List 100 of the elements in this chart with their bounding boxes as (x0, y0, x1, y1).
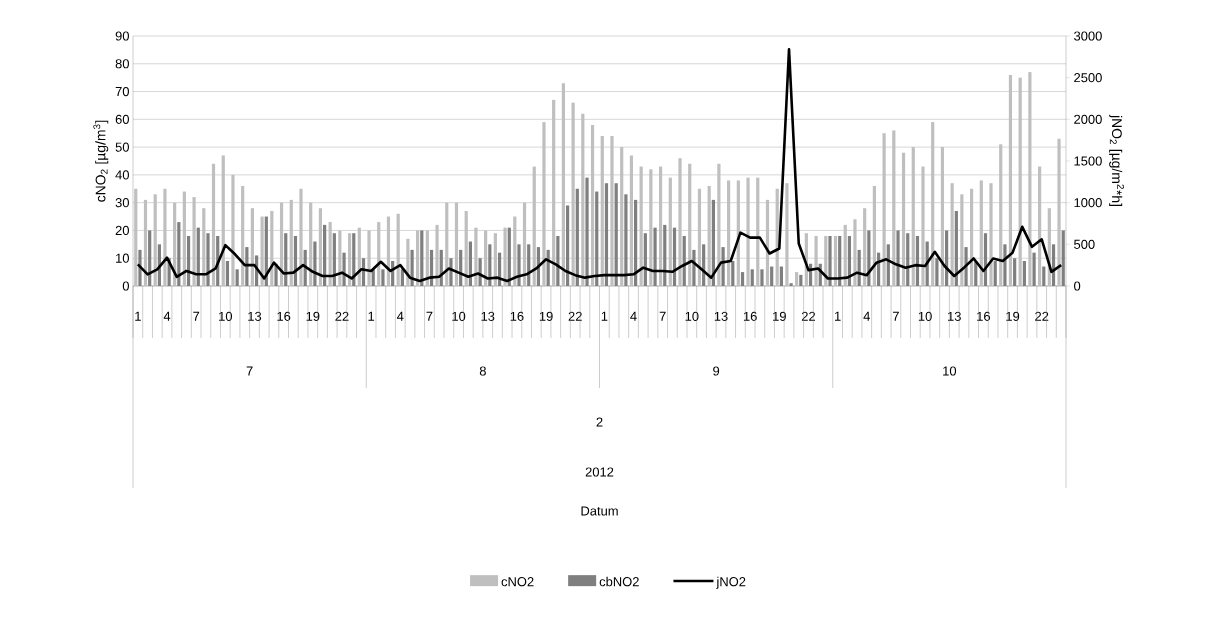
x-tick-label: 16 (510, 311, 524, 321)
bar (921, 166, 925, 286)
x-tick-label: 19 (773, 311, 786, 321)
text: 10 (943, 366, 957, 376)
bar (610, 135, 614, 286)
bar (911, 147, 915, 286)
x-tick-label: 7 (426, 311, 433, 321)
bar (639, 166, 643, 286)
bar (979, 180, 983, 286)
y2-tick-label: 1000 (1074, 198, 1102, 208)
x-tick-label: 7 (193, 311, 200, 321)
text: Datum (581, 506, 618, 516)
x-tick-label: 7 (659, 311, 666, 321)
bar (425, 230, 429, 286)
bar (153, 194, 157, 286)
bar (1038, 166, 1042, 286)
bar (561, 83, 565, 286)
y-tick-label: 0 (122, 281, 129, 291)
y-tick-label: 40 (115, 170, 129, 180)
y-tick-label: 60 (115, 114, 129, 124)
bar (211, 163, 216, 286)
bar (756, 177, 760, 286)
bar (309, 202, 313, 286)
text: 2 (596, 417, 603, 427)
bar (474, 227, 478, 286)
bar (493, 233, 497, 286)
bar (892, 130, 896, 286)
bar (202, 208, 206, 286)
text: 8 (479, 366, 486, 376)
y-tick-label: 30 (115, 198, 129, 208)
bar (571, 102, 575, 286)
y2-tick-label: 0 (1074, 281, 1081, 291)
bar (950, 183, 954, 286)
bar (192, 197, 196, 286)
x-tick-label: 19 (539, 311, 553, 321)
x-tick-label: 10 (685, 311, 699, 321)
x-tick-label: 13 (248, 311, 262, 321)
bar (318, 208, 323, 286)
x-tick-label: 19 (306, 311, 320, 321)
x-tick-label: 19 (1006, 311, 1020, 321)
bar (1008, 74, 1013, 286)
y2-tick-label: 1500 (1074, 156, 1102, 166)
bar (969, 188, 974, 286)
x-tick-label: 13 (481, 311, 495, 321)
bar (717, 163, 721, 286)
x-tick-label: 16 (277, 311, 291, 321)
bar (629, 155, 634, 286)
bar (707, 185, 711, 286)
bar (843, 224, 847, 286)
x-tick-label: 4 (630, 311, 637, 321)
legend-label: jNO2 (716, 576, 746, 589)
bar (872, 185, 876, 286)
bar (931, 122, 935, 286)
x-tick-label: 10 (219, 311, 233, 321)
x-tick-label: 1 (368, 311, 375, 321)
bar (445, 202, 449, 286)
bar (940, 147, 945, 286)
bar (960, 194, 964, 286)
x-tick-label: 4 (163, 311, 171, 321)
x-tick-label: 1 (135, 311, 141, 321)
y-tick-label: 70 (115, 86, 129, 97)
x-tick-label: 16 (977, 311, 991, 321)
x-tick-label: 13 (948, 311, 961, 321)
bar (532, 166, 536, 286)
bar (795, 272, 799, 286)
bar (416, 230, 420, 286)
y2-tick-label: 3000 (1074, 31, 1102, 41)
bar (668, 177, 672, 286)
bar (581, 113, 585, 286)
bar (697, 188, 702, 286)
x-tick-label: 1 (835, 311, 841, 321)
text: 2012 (585, 467, 614, 477)
bar (299, 188, 303, 286)
bar (1057, 138, 1061, 286)
bar (289, 199, 293, 286)
bar (542, 122, 546, 286)
y-tick-label: 50 (115, 142, 129, 152)
bar (600, 135, 604, 286)
bar (367, 230, 371, 286)
y-tick-label: 10 (116, 253, 129, 263)
x-tick-label: 1 (601, 311, 608, 321)
bar (328, 222, 332, 286)
bar (863, 208, 867, 286)
bar (1018, 77, 1022, 286)
x-tick-label: 4 (396, 311, 404, 321)
bar (134, 188, 138, 286)
x-tick-label: 16 (743, 311, 757, 321)
bar (1028, 72, 1032, 286)
x-tick-label: 7 (893, 311, 899, 321)
bar (649, 169, 653, 286)
bar (999, 144, 1003, 286)
bar (231, 174, 235, 286)
text: 9 (713, 366, 720, 376)
y2-axis-title: jNO$_{2}$ [µg/m$^{2}$*h] (1109, 114, 1125, 206)
bar (989, 183, 993, 286)
text: 7 (246, 366, 253, 376)
bar (241, 185, 245, 286)
bar (814, 235, 818, 286)
x-tick-label: 22 (568, 311, 582, 321)
bar (454, 202, 459, 286)
